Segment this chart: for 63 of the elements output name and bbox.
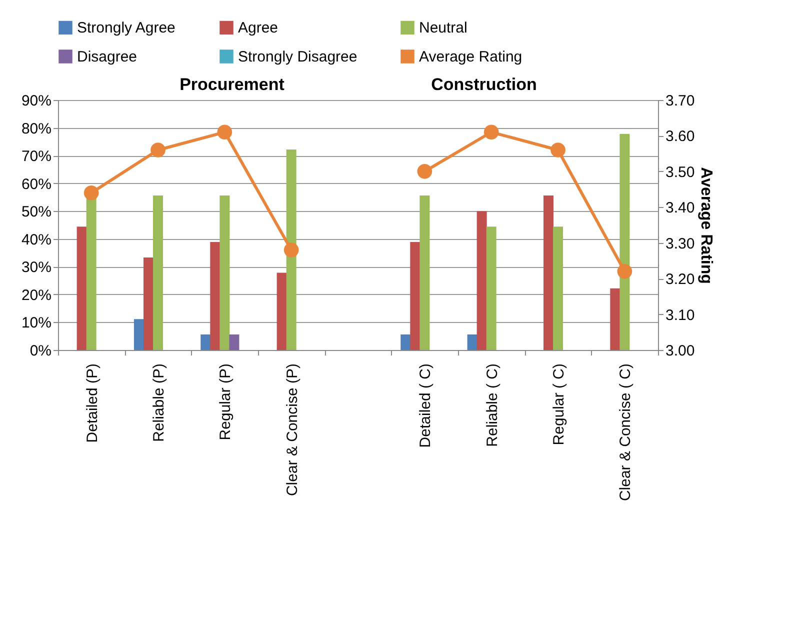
- bar: [210, 242, 220, 350]
- bar: [486, 226, 496, 350]
- y-tick-label: 70%: [21, 148, 52, 166]
- point: [150, 142, 166, 158]
- point: [484, 124, 499, 140]
- y2-tick-label: 3.50: [666, 164, 695, 181]
- y-tick-label: 40%: [21, 231, 52, 248]
- point: [617, 264, 632, 279]
- legend-label: Agree: [238, 20, 278, 37]
- bar: [400, 334, 411, 350]
- x-tick-label: Clear & Concise (P): [284, 364, 301, 496]
- text: Construction: [431, 75, 537, 94]
- y-tick-label: 10%: [21, 314, 52, 332]
- x-tick-label: Reliable ( C): [484, 364, 501, 447]
- point: [84, 185, 99, 200]
- point: [284, 242, 299, 258]
- y2-tick-label: 3.60: [666, 128, 695, 146]
- bar: [276, 272, 287, 350]
- bar: [543, 196, 554, 350]
- legend-label: Disagree: [77, 48, 138, 66]
- x-tick-label: Clear & Concise ( C): [617, 364, 634, 502]
- y2-tick-label: 3.00: [666, 342, 695, 360]
- y2-axis-title: Average Rating: [698, 167, 715, 284]
- legend-label: Neutral: [419, 20, 468, 37]
- y2-tick-label: 3.30: [666, 235, 695, 252]
- y-tick-label: 80%: [21, 120, 52, 138]
- bar: [143, 258, 154, 350]
- point: [550, 142, 566, 158]
- bar: [410, 242, 420, 350]
- y2-tick-label: 3.20: [666, 271, 695, 288]
- bar: [420, 196, 430, 350]
- bar: [220, 196, 230, 350]
- legend-label: Strongly Agree: [77, 20, 176, 37]
- y2-tick-label: 3.40: [666, 200, 695, 217]
- y2-tick-label: 3.70: [666, 92, 695, 110]
- point: [417, 164, 432, 179]
- y-tick-label: 20%: [21, 286, 52, 304]
- x-tick-label: Detailed ( C): [417, 364, 434, 448]
- y-tick-label: 60%: [21, 176, 52, 193]
- bar: [134, 319, 144, 350]
- x-tick-label: Regular (P): [217, 364, 234, 440]
- bar: [553, 226, 563, 350]
- y-tick-label: 50%: [21, 204, 52, 221]
- legend-label: Average Rating: [419, 48, 522, 66]
- x-tick-label: Reliable (P): [150, 364, 168, 442]
- bar: [76, 226, 87, 350]
- point: [217, 124, 232, 140]
- bar: [286, 149, 296, 350]
- bar: [610, 288, 620, 350]
- y-tick-label: 30%: [21, 259, 52, 276]
- text: Procurement: [180, 75, 285, 94]
- x-tick-label: Detailed (P): [84, 364, 101, 443]
- bar: [467, 334, 478, 350]
- y2-tick-label: 3.10: [666, 306, 695, 324]
- bar: [153, 196, 163, 350]
- bar: [476, 211, 487, 350]
- y-tick-label: 90%: [21, 92, 52, 110]
- y-tick-label: 0%: [30, 342, 52, 360]
- bar: [229, 334, 240, 350]
- legend-label: Strongly Disagree: [238, 48, 358, 66]
- x-tick-label: Regular ( C): [550, 363, 568, 446]
- bar: [620, 134, 630, 350]
- bar: [200, 334, 211, 350]
